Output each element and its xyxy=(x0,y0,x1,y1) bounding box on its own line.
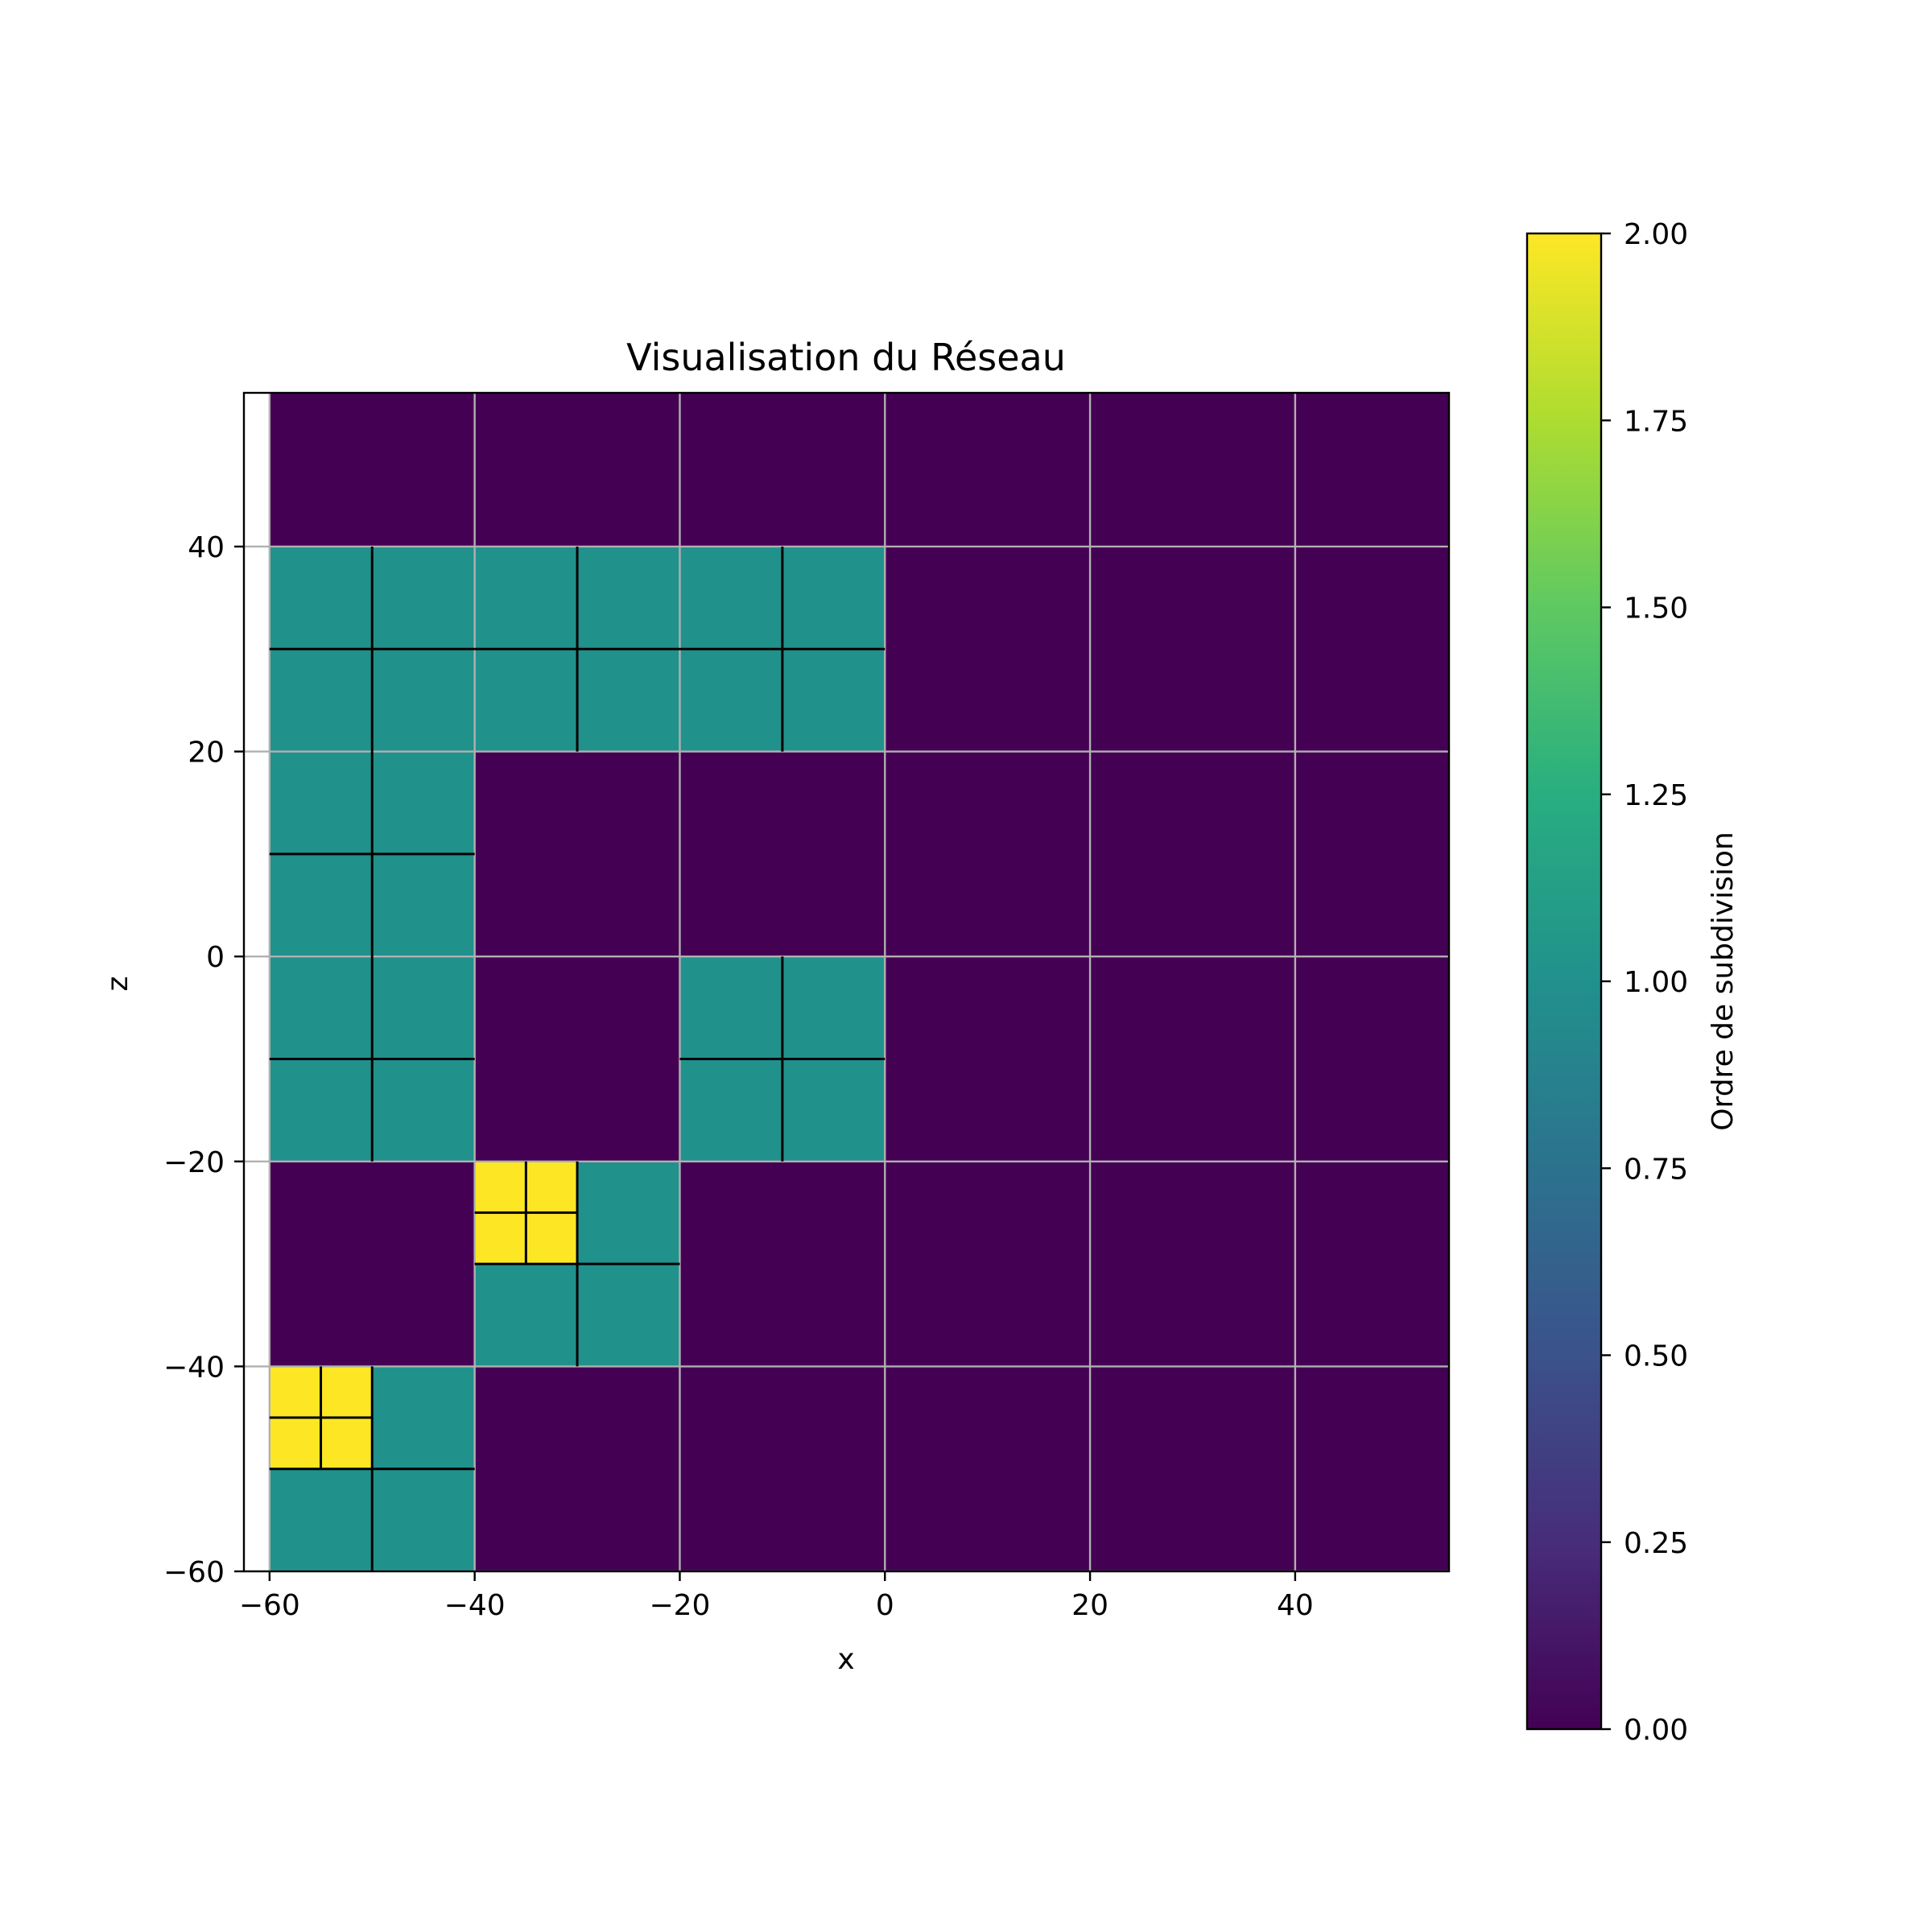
colorbar-tick-label: 1.25 xyxy=(1624,779,1688,812)
plot-frame xyxy=(242,391,1451,1573)
y-tick-label: 40 xyxy=(188,531,225,564)
colorbar-tick-label: 1.75 xyxy=(1624,405,1688,438)
x-tick-label: −40 xyxy=(444,1589,506,1622)
x-tick-label: 40 xyxy=(1277,1589,1314,1622)
grid-cell xyxy=(1090,1366,1295,1571)
x-tick-label: −60 xyxy=(239,1589,300,1622)
grid-cell xyxy=(679,1161,886,1367)
colorbar-tick-label: 0.50 xyxy=(1624,1340,1688,1373)
grid-cell xyxy=(885,1366,1091,1571)
x-axis-label: x xyxy=(837,1643,854,1676)
grid-cell xyxy=(1090,751,1295,957)
grid-cell xyxy=(1294,751,1449,957)
grid-cell xyxy=(1294,393,1449,547)
grid-cell xyxy=(474,956,680,1162)
grid-cell xyxy=(679,1366,886,1571)
y-tick-label: −60 xyxy=(163,1556,225,1589)
x-tick-label: 20 xyxy=(1071,1589,1108,1622)
y-axis-label: z xyxy=(101,976,134,992)
grid-layer xyxy=(244,393,1449,1571)
y-axis-ticks: −60 −40 −20 0 20 40 xyxy=(163,531,244,1589)
grid-cell xyxy=(474,393,680,547)
grid-cell xyxy=(679,393,886,547)
y-tick-label: 0 xyxy=(206,941,225,974)
grid-cell xyxy=(1294,956,1449,1162)
y-tick-label: −20 xyxy=(163,1146,225,1179)
colorbar-label: Ordre de subdivision xyxy=(1707,832,1740,1131)
grid-cell xyxy=(885,546,1091,752)
x-tick-label: 0 xyxy=(876,1589,894,1622)
grid-cell xyxy=(1294,1161,1449,1367)
grid-cell xyxy=(1090,393,1295,547)
grid-cell xyxy=(1090,1161,1295,1367)
subdivision-lines xyxy=(269,546,886,1571)
grid-cell xyxy=(474,1366,680,1571)
y-tick-label: 20 xyxy=(188,737,225,770)
colorbar: 0.00 0.25 0.50 0.75 1.00 1.25 1.50 1.75 2.00 Ord… xyxy=(1525,218,1740,1747)
grid-cell xyxy=(885,751,1091,957)
grid-cell xyxy=(1090,956,1295,1162)
grid-cell xyxy=(269,1161,475,1367)
grid-cell xyxy=(269,393,475,547)
x-tick-label: −20 xyxy=(649,1589,710,1622)
plot-area xyxy=(242,391,1451,1573)
colorbar-ticks: 0.00 0.25 0.50 0.75 1.00 1.25 1.50 1.75 2.00 xyxy=(1601,218,1688,1747)
grid-cell xyxy=(885,956,1091,1162)
grid-cell xyxy=(679,751,886,957)
y-tick-label: −40 xyxy=(163,1351,225,1384)
grid-cell xyxy=(474,751,680,957)
colorbar-tick-label: 0.25 xyxy=(1624,1527,1688,1560)
colorbar-tick-label: 1.00 xyxy=(1624,966,1688,999)
colorbar-tick-label: 2.00 xyxy=(1624,218,1688,251)
grid-cell xyxy=(1090,546,1295,752)
colorbar-tick-label: 1.50 xyxy=(1624,592,1688,625)
colorbar-gradient xyxy=(1525,232,1603,1731)
colorbar-tick-label: 0.75 xyxy=(1624,1153,1688,1186)
grid-cell xyxy=(885,1161,1091,1367)
grid-cell xyxy=(885,393,1091,547)
grid-cell xyxy=(1294,1366,1449,1571)
x-axis-ticks: −60 −40 −20 0 20 40 xyxy=(239,1571,1314,1622)
grid-cell xyxy=(1294,546,1449,752)
chart-title: Visualisation du Réseau xyxy=(626,336,1066,379)
colorbar-tick-label: 0.00 xyxy=(1624,1714,1688,1747)
